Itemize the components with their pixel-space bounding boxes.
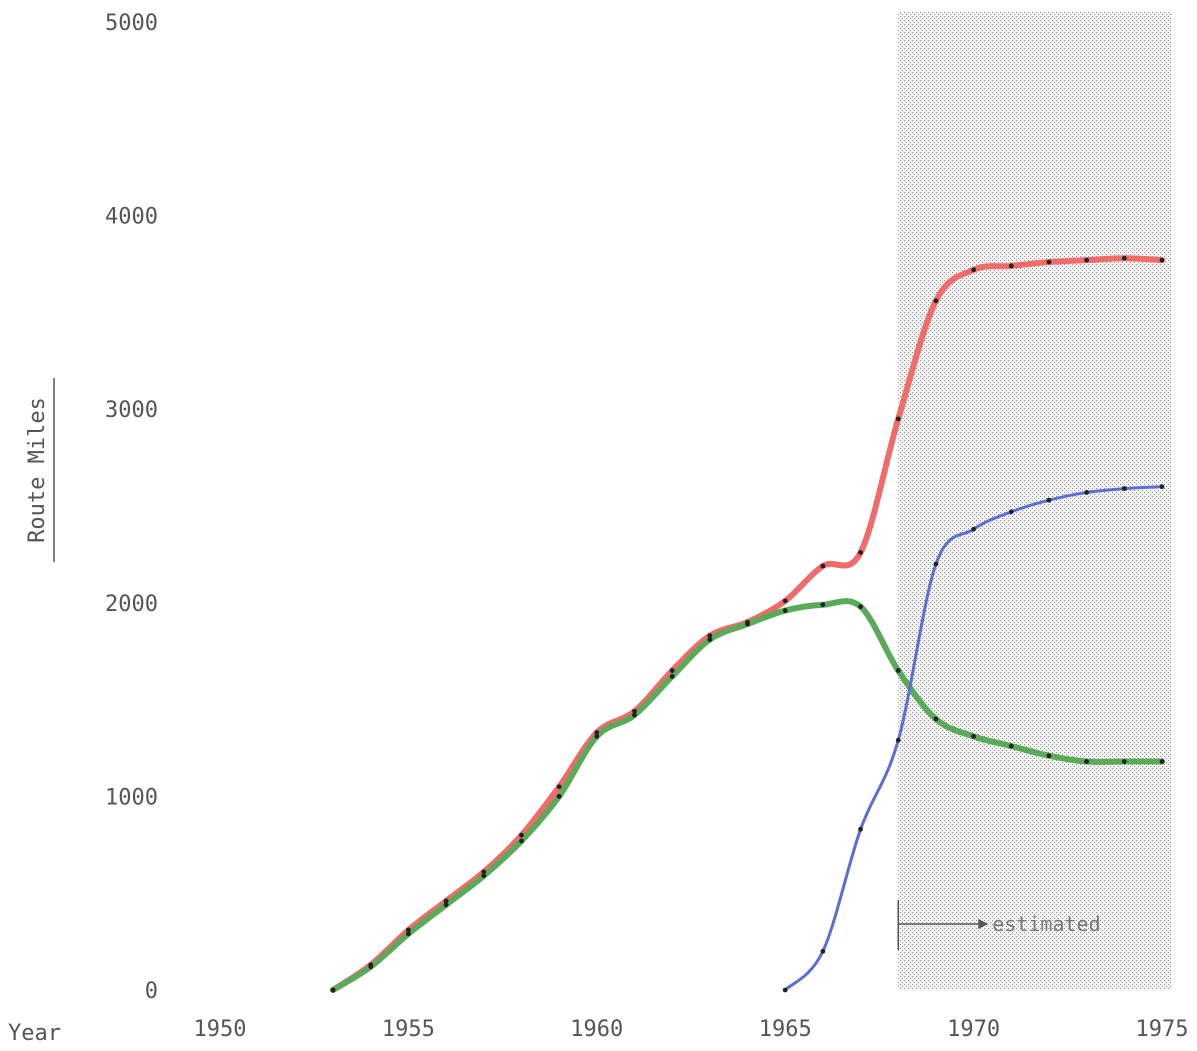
data-point [594,730,600,735]
estimated-label: estimated [992,912,1100,936]
data-point [895,737,901,743]
data-point [782,598,788,604]
data-point [895,416,901,422]
data-point [1121,759,1127,764]
data-point [858,550,863,555]
data-point [1046,753,1052,759]
x-tick-label: 1960 [570,1017,623,1042]
data-point [406,927,411,933]
data-point [556,784,562,790]
data-point [330,987,336,993]
y-tick-label: 5000 [105,11,158,36]
data-point [933,298,939,304]
data-point [519,832,524,838]
data-point [1121,486,1127,491]
data-point [406,931,411,937]
data-point [971,526,976,532]
data-point [1159,484,1165,490]
data-point [1121,255,1127,261]
data-point [1084,490,1090,495]
data-point [669,668,675,673]
x-tick-label: 1950 [194,1017,247,1042]
y-tick-label: 3000 [105,398,158,423]
data-point [632,712,637,718]
data-point [481,873,487,879]
data-point [594,733,600,739]
data-point [1084,257,1090,263]
data-point [782,608,788,613]
x-axis-title: Year [8,1021,61,1046]
data-point [858,604,863,610]
data-point [632,708,637,714]
data-point [933,561,939,567]
y-tick-label: 1000 [105,785,158,810]
x-tick-label: 1970 [947,1017,1000,1042]
data-point [782,987,788,993]
data-point [1046,259,1052,265]
data-point [368,964,374,970]
data-point [443,902,449,908]
data-point [820,602,826,608]
x-tick-label: 1955 [382,1017,435,1042]
data-point [971,267,976,273]
data-point [669,673,675,679]
data-point [971,733,976,739]
data-point [1008,263,1014,269]
data-point [519,838,524,844]
y-tick-label: 0 [145,979,158,1004]
data-point [745,621,750,627]
y-axis-title: Route Miles [25,397,50,543]
data-point [556,794,562,799]
x-tick-label: 1975 [1136,1017,1189,1042]
data-point [481,869,487,875]
data-point [1008,509,1014,515]
data-point [858,826,863,832]
data-point [443,898,449,904]
data-point [820,563,826,569]
data-point [1008,743,1014,749]
x-tick-label: 1965 [759,1017,812,1042]
data-point [1159,257,1165,263]
data-point [1159,759,1165,764]
data-point [933,716,939,722]
data-point [895,668,901,673]
y-tick-label: 2000 [105,592,158,617]
data-point [820,948,826,954]
data-point [1046,497,1052,503]
data-point [707,637,713,642]
y-tick-label: 4000 [105,205,158,230]
data-point [1084,759,1090,764]
estimated-arrow [897,900,989,950]
data-point [707,633,713,639]
estimated-region [898,12,1172,990]
